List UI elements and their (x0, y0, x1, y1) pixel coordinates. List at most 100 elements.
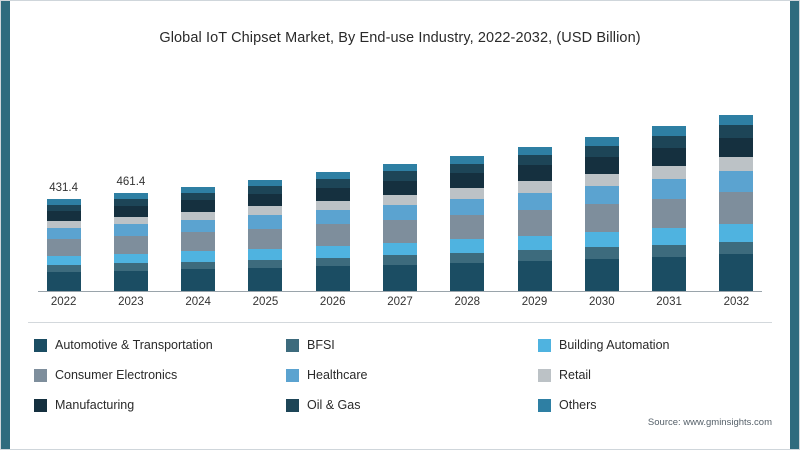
legend-item[interactable]: BFSI (286, 338, 538, 352)
x-axis-labels: 2022 2023 2024 2025 2026 2027 2028 2029 2030 2031… (30, 296, 770, 314)
x-tick-2031: 2031 (656, 296, 682, 308)
bar-segment (113, 263, 148, 271)
legend-label: Healthcare (307, 368, 368, 382)
bar-2024 (181, 186, 216, 291)
bar-segment (517, 192, 552, 211)
bar-segment (719, 192, 754, 224)
bar-segment (652, 136, 687, 148)
bar-segment (383, 171, 417, 181)
bar-segment (652, 165, 687, 179)
legend-label: Consumer Electronics (55, 368, 178, 382)
legend-swatch-icon (538, 338, 551, 352)
x-axis-line (38, 291, 762, 292)
chart-title: Global IoT Chipset Market, By End-use In… (159, 30, 641, 46)
bar-segment (383, 255, 417, 265)
bar-segment (113, 205, 148, 217)
legend-swatch-icon (34, 398, 47, 412)
bar-2027 (383, 164, 417, 291)
bar-segment (181, 251, 216, 262)
legend-item[interactable]: Automotive & Transportation (34, 338, 286, 352)
bar-segment (383, 164, 417, 172)
right-accent-bar (790, 1, 799, 449)
bar-segment (248, 248, 283, 260)
legend-item[interactable]: Consumer Electronics (34, 368, 286, 382)
bar-segment (181, 186, 216, 193)
source-note: Source: www.gminsights.com (647, 417, 772, 428)
bar-segment (113, 235, 148, 254)
bar-segment (46, 255, 81, 266)
bar-segment (46, 265, 81, 272)
bar-segment (719, 125, 754, 138)
bar-segment (517, 250, 552, 262)
legend-item[interactable]: Healthcare (286, 368, 538, 382)
bar-segment (450, 198, 485, 215)
bar-segment (315, 179, 350, 188)
legend-swatch-icon (538, 368, 551, 382)
bar-segment (450, 163, 485, 174)
bar-segment (517, 210, 552, 236)
bar-segment (181, 219, 216, 233)
bar-segment (248, 215, 283, 229)
legend-label: Manufacturing (55, 398, 135, 412)
bar-segment (584, 173, 619, 186)
bar-segment (450, 252, 485, 263)
x-tick-2028: 2028 (454, 296, 481, 308)
bar-segment (46, 271, 81, 291)
bar-segment (383, 219, 417, 243)
legend-item[interactable]: Manufacturing (34, 398, 286, 412)
legend-swatch-icon (34, 338, 47, 352)
bar-segment (248, 194, 283, 207)
legend-swatch-icon (538, 398, 551, 412)
bar-segment (383, 204, 417, 220)
legend-item[interactable]: Building Automation (538, 338, 766, 352)
bar-segment (450, 239, 485, 253)
x-tick-2027: 2027 (387, 296, 413, 308)
legend-item[interactable]: Retail (538, 368, 766, 382)
bar-segment (652, 178, 687, 199)
legend-swatch-icon (286, 398, 299, 412)
bar-2031 (652, 126, 687, 291)
bar-segment (315, 200, 350, 211)
bar-segment (315, 257, 350, 267)
plot-area: 431.4 461.4 (30, 92, 770, 292)
bar-segment (113, 253, 148, 264)
bar-segment (383, 242, 417, 256)
bar-segment (719, 254, 754, 291)
x-tick-2024: 2024 (185, 296, 211, 308)
bar-segment (248, 267, 283, 291)
bar-segment (113, 224, 148, 236)
left-accent-bar (1, 1, 10, 449)
bar-2022 (46, 199, 81, 291)
bar-segment (181, 269, 216, 291)
bar-segment (719, 115, 754, 126)
bar-segment (584, 145, 619, 157)
bar-segment (383, 180, 417, 195)
bar-segment (517, 181, 552, 193)
bar-segment (652, 198, 687, 229)
bar-segment (181, 261, 216, 270)
legend-item[interactable]: Others (538, 398, 766, 412)
bar-segment (315, 210, 350, 225)
bar-segment (248, 228, 283, 249)
bar-segment (383, 194, 417, 205)
bar-segment (517, 235, 552, 251)
legend-label: Automotive & Transportation (55, 338, 213, 352)
bar-segment (719, 241, 754, 255)
x-tick-2029: 2029 (521, 296, 548, 308)
bar-segment (248, 186, 283, 195)
bar-segment (584, 204, 619, 233)
x-tick-2022: 2022 (50, 296, 77, 308)
bar-segment (181, 192, 216, 201)
bar-segment (46, 199, 81, 205)
bar-segment (248, 259, 283, 268)
bar-segment (517, 146, 552, 156)
legend-swatch-icon (286, 338, 299, 352)
legend-item[interactable]: Oil & Gas (286, 398, 538, 412)
bar-2032 (719, 115, 754, 291)
bar-segment (315, 224, 350, 246)
bar-segment (46, 228, 81, 240)
bar-segment (584, 247, 619, 259)
bar-segment (113, 270, 148, 291)
bar-segment (584, 136, 619, 146)
bar-segment (248, 206, 283, 216)
